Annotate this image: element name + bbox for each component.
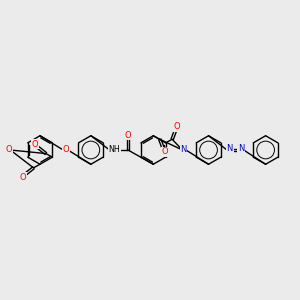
Text: O: O [32, 140, 38, 148]
Text: O: O [174, 122, 180, 131]
Text: O: O [20, 173, 26, 182]
Text: O: O [161, 147, 168, 156]
Text: N: N [238, 144, 244, 153]
Text: O: O [62, 146, 69, 154]
Text: O: O [5, 146, 12, 154]
Text: NH: NH [109, 146, 120, 154]
Text: O: O [125, 130, 131, 140]
Text: N: N [180, 145, 187, 154]
Text: N: N [226, 144, 233, 153]
